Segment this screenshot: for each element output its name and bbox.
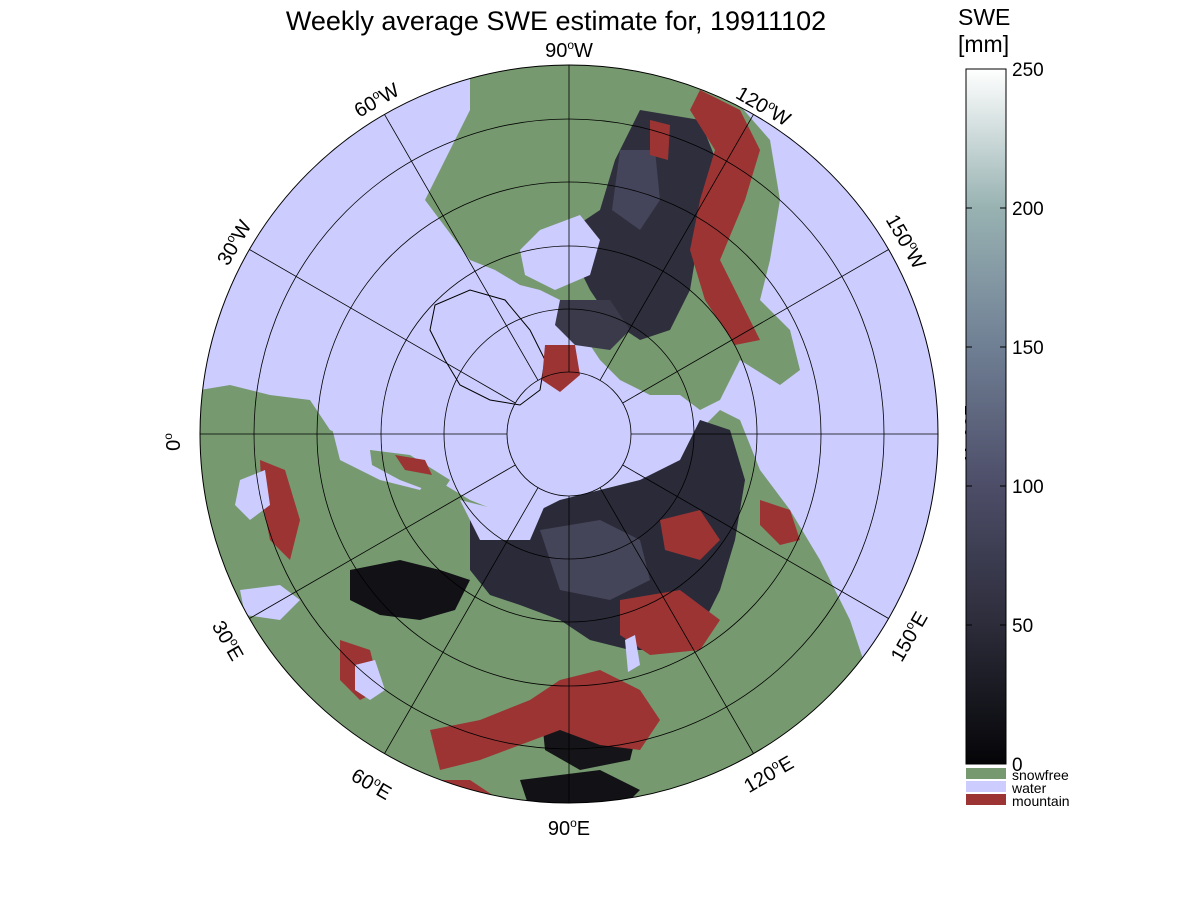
- meridian-line: [384, 487, 539, 754]
- north-america-snow-light: [612, 150, 660, 230]
- legend-swatch-snowfree: [966, 768, 1006, 779]
- polar-map: [200, 65, 938, 803]
- lon-label-150e: 150oE: [885, 607, 932, 665]
- meridian-line: [599, 487, 754, 754]
- hudson-bay: [520, 215, 600, 290]
- meridian-line: [622, 249, 889, 404]
- tibet-snow: [520, 770, 640, 803]
- meridian-line: [622, 464, 889, 619]
- colorbar-tick-label: 0: [1012, 755, 1023, 776]
- north-america-snow: [570, 110, 720, 340]
- colorbar-gradient: [965, 68, 1007, 765]
- colorbar-tick-label: 250: [1012, 60, 1044, 81]
- lon-label-90w: 90oW: [545, 38, 593, 62]
- map-border: [199, 64, 939, 804]
- legend-label-mountain: mountain: [1012, 793, 1070, 809]
- colorbar-heading-unit: [mm]: [958, 31, 1009, 57]
- kara-sea-water: [460, 500, 545, 540]
- colorbar-heading-swe: SWE: [958, 4, 1010, 30]
- rocky-mountains: [690, 90, 760, 345]
- colorbar-tick-label: 150: [1012, 338, 1044, 359]
- colorbar-ticks: 0 50 100 150 200 250: [966, 60, 1044, 776]
- siberia-mountains: [660, 510, 720, 560]
- graticule: [200, 65, 938, 803]
- baltic-sea: [235, 470, 270, 520]
- meridian-line: [599, 114, 754, 381]
- novaya-zemlya-mountains: [395, 455, 432, 475]
- scandes-mountains: [260, 460, 300, 560]
- lon-label-60e: 60oE: [347, 763, 396, 805]
- legend-swatch-water: [966, 781, 1006, 792]
- kamchatka-mountains: [760, 500, 800, 545]
- novaya-zemlya: [370, 450, 450, 495]
- himalaya-mountains: [430, 670, 660, 770]
- lon-label-90e: 90oE: [548, 816, 590, 840]
- lon-label-120e: 120oE: [739, 750, 797, 797]
- lon-label-120w: 120oW: [732, 81, 795, 131]
- meridian-line: [249, 464, 516, 619]
- baikal-lake: [625, 635, 640, 672]
- arctic-archipelago-snow: [555, 300, 630, 350]
- legend-swatch-mountain: [966, 794, 1006, 805]
- colorbar-tick-label: 50: [1012, 616, 1033, 637]
- meridian-line: [249, 249, 516, 404]
- lon-label-30e: 30oE: [207, 616, 249, 665]
- greenland-coast-mountain: [542, 345, 580, 392]
- colorbar-tick-label: 200: [1012, 199, 1044, 220]
- caspian-sea: [355, 660, 385, 700]
- siberia-snow-light: [540, 520, 650, 600]
- map-title: Weekly average SWE estimate for, 1991110…: [286, 6, 826, 36]
- meridian-line: [384, 114, 539, 381]
- colorbar-tick-label: 100: [1012, 477, 1044, 498]
- legend-label-snowfree: snowfree: [1012, 767, 1069, 783]
- russia-snow-west: [350, 560, 470, 620]
- black-sea-region: [240, 585, 300, 620]
- lon-label-0: 0o: [161, 433, 185, 451]
- legend-label-water: water: [1011, 780, 1047, 796]
- greenland-icecap: [429, 289, 546, 406]
- mountain-patch-na: [650, 120, 670, 160]
